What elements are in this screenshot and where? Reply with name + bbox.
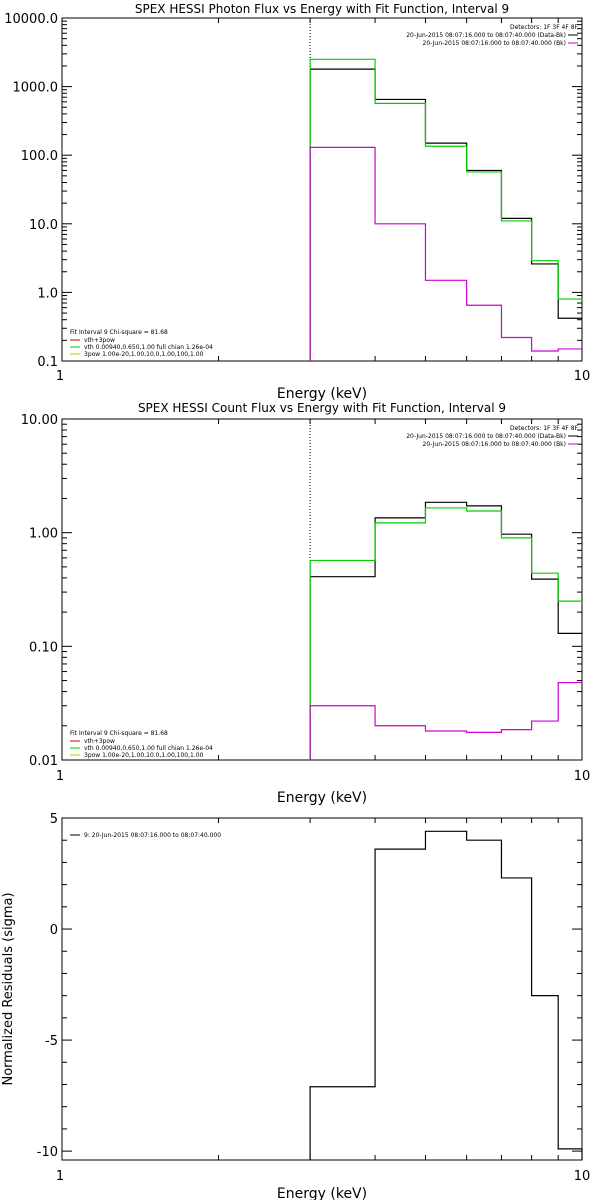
- panel1-legend-databk: 20-Jun-2015 08:07:16.000 to 08:07:40.000…: [406, 32, 566, 39]
- series-line-9-20-jun-2015-08-07-16-000-to-08-07-40-000: [309, 830, 583, 1160]
- y-tick-label: -5: [45, 1034, 58, 1049]
- panel3-xtick-label-10: 10: [574, 1169, 591, 1184]
- panel2-frame: [61, 418, 583, 761]
- y-tick-label: 0.10: [29, 640, 58, 655]
- y-tick-label: 10000.0: [4, 12, 58, 27]
- panel1-legend-model: vth+3pow: [84, 337, 115, 344]
- panel1-legend-bk: 20-Jun-2015 08:07:16.000 to 08:07:40.000…: [423, 40, 566, 47]
- y-tick-label: 0.01: [29, 754, 58, 769]
- panel2-title: SPEX HESSI Count Flux vs Energy with Fit…: [138, 401, 506, 415]
- panel2-series: [309, 501, 582, 760]
- series-line-bk: [309, 681, 582, 760]
- panel3-series: [309, 830, 583, 1160]
- series-line-vth-3pow: [309, 507, 582, 760]
- panel2-xtick-label-1: 1: [56, 769, 64, 784]
- y-tick-label: 1.00: [29, 527, 58, 542]
- panel1-legend-fit: Fit Interval 9 Chi-square = 81.68: [70, 329, 168, 336]
- y-tick-label: 1000.0: [13, 81, 59, 96]
- panel2-ticks: 0.01 0.10 1.00 10.00: [21, 413, 582, 769]
- y-tick-label: 5: [50, 812, 58, 827]
- y-tick-label: 100.0: [21, 149, 58, 164]
- panel1-xtick-label-10: 10: [574, 369, 591, 384]
- panel3-ylabel: Normalized Residuals (sigma): [1, 892, 16, 1085]
- panel3-xlabel: Energy (keV): [277, 1186, 367, 1200]
- series-line-bk: [309, 146, 582, 361]
- panel3-xtick-label-1: 1: [56, 1169, 64, 1184]
- panel1-title: SPEX HESSI Photon Flux vs Energy with Fi…: [135, 2, 509, 16]
- panel3-ticks: 5 0 -5 -10: [37, 812, 582, 1160]
- panel2-legend-bk: 20-Jun-2015 08:07:16.000 to 08:07:40.000…: [423, 441, 566, 448]
- series-line-data-bk: [309, 68, 582, 361]
- y-tick-label: 0.1: [37, 355, 58, 370]
- panel1-ticks: 0.1 1.0 10.0 100.0 1000.0 10000.0: [4, 12, 582, 370]
- y-tick-label: 10.00: [21, 413, 58, 428]
- panel1-legend-3pow: 3pow 1.00e-20,1.00,10.0,1.00,100,1.00: [84, 351, 204, 358]
- panel2-legend-model: vth+3pow: [84, 738, 115, 745]
- panel2-xtick-label-10: 10: [574, 769, 591, 784]
- panel2-legend-3pow: 3pow 1.00e-20,1.00,10.0,1.00,100,1.00: [84, 752, 204, 759]
- y-tick-label: 0: [50, 923, 58, 938]
- y-tick-label: 10.0: [29, 218, 58, 233]
- panel1-legend-vth: vth 0.00940,0.650,1.00 full chian 1.26e-…: [84, 344, 213, 351]
- panel1-frame: [61, 17, 583, 362]
- panel3-legend: 9: 20-Jun-2015 08:07:16.000 to 08:07:40.…: [84, 832, 221, 839]
- panel2-legend-fit: Fit Interval 9 Chi-square = 81.68: [70, 730, 168, 737]
- panel1-xtick-label-1: 1: [56, 369, 64, 384]
- panel1-legend-detectors: Detectors: 1F 3F 4F 8F: [510, 24, 579, 31]
- panel3-frame: [61, 817, 583, 1161]
- panel1-series: [309, 58, 582, 361]
- panel2-xlabel: Energy (keV): [277, 790, 367, 806]
- panel2-legend-vth: vth 0.00940,0.650,1.00 full chian 1.26e-…: [84, 745, 213, 752]
- panel2-legend-detectors: Detectors: 1F 3F 4F 8F: [510, 425, 579, 432]
- panel1-xlabel: Energy (keV): [277, 386, 367, 402]
- panel2-legend-databk: 20-Jun-2015 08:07:16.000 to 08:07:40.000…: [406, 433, 566, 440]
- y-tick-label: -10: [37, 1145, 58, 1160]
- y-tick-label: 1.0: [37, 286, 58, 301]
- series-line-vth-3pow: [309, 58, 582, 361]
